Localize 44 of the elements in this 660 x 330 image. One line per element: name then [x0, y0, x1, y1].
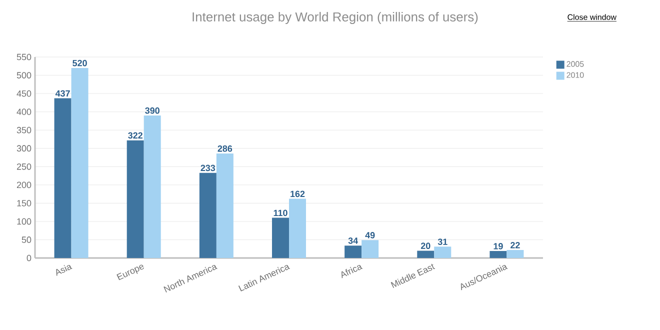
bar: [490, 251, 507, 258]
y-tick-label: 100: [17, 218, 32, 225]
bar: [199, 172, 216, 258]
y-tick-label: 250: [16, 163, 32, 170]
bar: [272, 218, 289, 258]
bar: [362, 240, 379, 258]
bar: [506, 250, 524, 258]
bar: [71, 68, 88, 258]
data-label: 34: [348, 238, 358, 244]
bar: [216, 153, 234, 258]
y-tick-label: 300: [16, 145, 32, 152]
data-label: 110: [274, 210, 288, 216]
bar: [289, 198, 306, 258]
bar: [434, 246, 452, 258]
chart-title: Internet usage by World Region (millions of users): [192, 12, 478, 24]
data-label: 286: [218, 145, 232, 152]
y-tick-label: 150: [17, 200, 32, 206]
y-tick-label: 500: [16, 72, 32, 78]
y-tick-label: 200: [16, 182, 32, 188]
data-label: 233: [200, 164, 216, 172]
bar: [126, 140, 144, 258]
x-tick-label: Middle East: [390, 264, 436, 288]
data-label: 20: [420, 242, 430, 250]
bar: [54, 98, 72, 258]
data-label: 322: [128, 132, 142, 139]
y-tick-label: 450: [16, 90, 32, 97]
data-label: 390: [145, 107, 160, 114]
data-label: 162: [290, 190, 305, 198]
data-label: 31: [438, 238, 448, 245]
bar: [417, 250, 434, 258]
y-tick-label: 400: [16, 108, 32, 115]
data-label: 49: [365, 232, 375, 238]
bar: [344, 246, 362, 258]
y-tick-label: 50: [22, 236, 32, 243]
data-label: 19: [494, 243, 503, 250]
data-label: 22: [510, 242, 520, 248]
data-label: 437: [55, 90, 70, 97]
y-tick-label: 550: [16, 54, 32, 60]
bar: [144, 115, 161, 258]
y-tick-label: 0: [26, 254, 32, 262]
data-label: 520: [72, 60, 87, 66]
x-tick-label: Africa: [342, 264, 363, 278]
y-tick-label: 350: [16, 126, 32, 134]
x-tick-label: Asia: [56, 264, 72, 276]
